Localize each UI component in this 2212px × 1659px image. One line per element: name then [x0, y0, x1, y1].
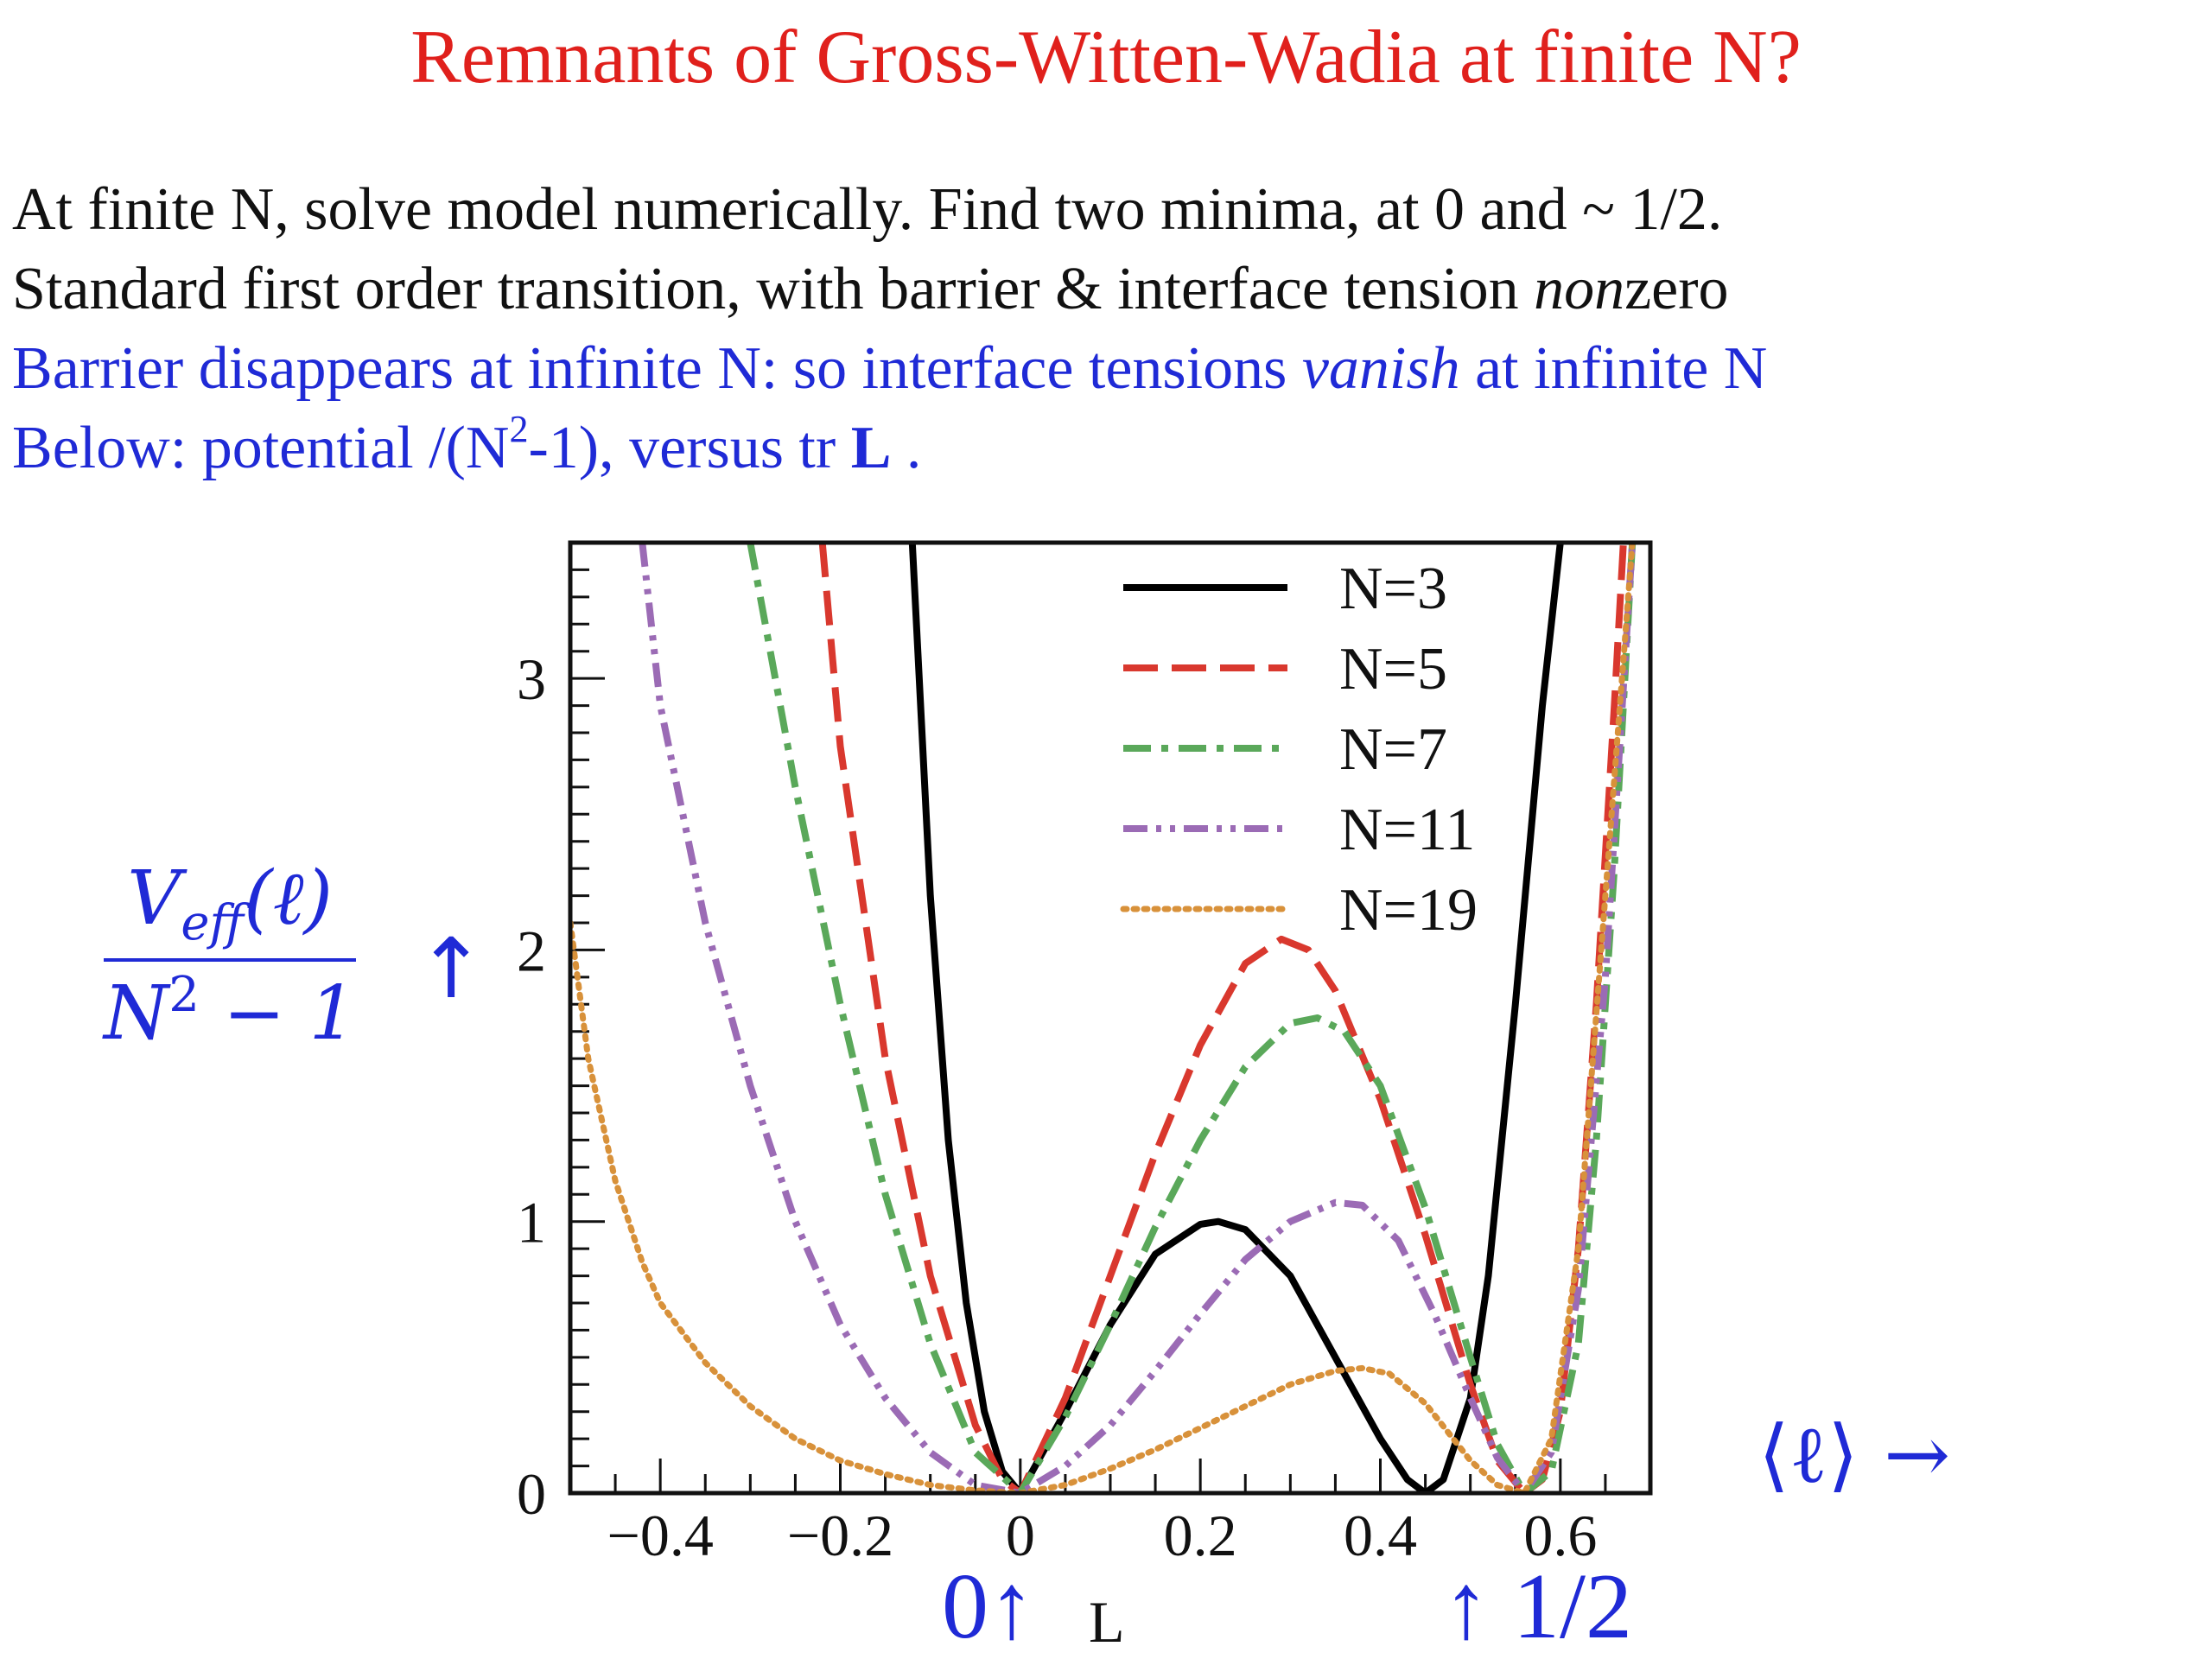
y-label-sub: eff — [181, 895, 245, 951]
text-line-4-b: -1), versus tr — [528, 415, 851, 481]
text-line-3-b: vanish — [1301, 335, 1460, 402]
text-line-4: Below: potential /(N2-1), versus tr L . — [12, 410, 921, 487]
y-tick-label: 3 — [517, 646, 546, 712]
zero-marker: 0↑ — [942, 1555, 1035, 1658]
y-label-denominator: N2 − 1 — [104, 962, 356, 1057]
x-tick-label: −0.4 — [607, 1503, 713, 1568]
text-line-4-a: Below: potential /(N — [12, 415, 510, 481]
y-label-rest: − 1 — [199, 970, 357, 1057]
x-axis-label: ⟨ℓ⟩ → — [1758, 1408, 1951, 1501]
x-tick-label: 0.4 — [1344, 1503, 1417, 1568]
text-line-3-a: Barrier disappears at infinite N: so int… — [12, 335, 1302, 402]
text-line-3: Barrier disappears at infinite N: so int… — [12, 330, 1767, 408]
plot-frame — [568, 540, 1653, 1496]
y-tick-label: 2 — [517, 918, 546, 983]
y-label-numerator: Veff(ℓ) — [104, 855, 357, 962]
slide-title: Remnants of Gross-Witten-Wadia at finite… — [410, 16, 1802, 99]
series-line-n19 — [570, 543, 1636, 1493]
text-line-3-c: at infinite N — [1459, 335, 1768, 402]
text-line-4-c: . — [891, 415, 922, 481]
y-label-sup: 2 — [168, 967, 200, 1023]
y-tick-label: 0 — [517, 1461, 546, 1527]
legend-label: N=19 — [1339, 877, 1478, 944]
y-axis-label: Veff(ℓ) N2 − 1 — [104, 855, 357, 1057]
legend-label: N=11 — [1339, 797, 1475, 863]
legend-label: N=5 — [1339, 636, 1447, 702]
legend-label: N=7 — [1339, 716, 1447, 783]
x-tick-label: 0.2 — [1164, 1503, 1237, 1568]
x-tick-label: 0.6 — [1523, 1503, 1597, 1568]
x-tick-label: 0 — [1006, 1503, 1035, 1568]
y-label-arg: (ℓ) — [244, 855, 334, 942]
half-marker: ↑ 1/2 — [1443, 1555, 1633, 1658]
y-label-n: N — [104, 970, 169, 1057]
text-line-2-c: zero — [1624, 256, 1729, 322]
text-line-2-a: Standard first order transition, with ba… — [12, 256, 1535, 322]
series-line-n7 — [747, 543, 1637, 1493]
series-line-n11 — [639, 543, 1637, 1493]
L-marker: L — [1089, 1589, 1125, 1655]
y-tick-label: 1 — [517, 1190, 546, 1255]
text-line-2-b: non — [1534, 256, 1625, 322]
text-line-2: Standard first order transition, with ba… — [12, 251, 1729, 328]
y-arrow: ↑ — [416, 920, 486, 1017]
legend-label: N=3 — [1339, 556, 1447, 622]
x-tick-label: −0.2 — [787, 1503, 893, 1568]
y-label-v: V — [127, 855, 181, 942]
text-line-4-sup: 2 — [509, 408, 529, 450]
text-line-4-bold: L — [850, 415, 892, 481]
text-line-1: At finite N, solve model numerically. Fi… — [12, 176, 1723, 243]
